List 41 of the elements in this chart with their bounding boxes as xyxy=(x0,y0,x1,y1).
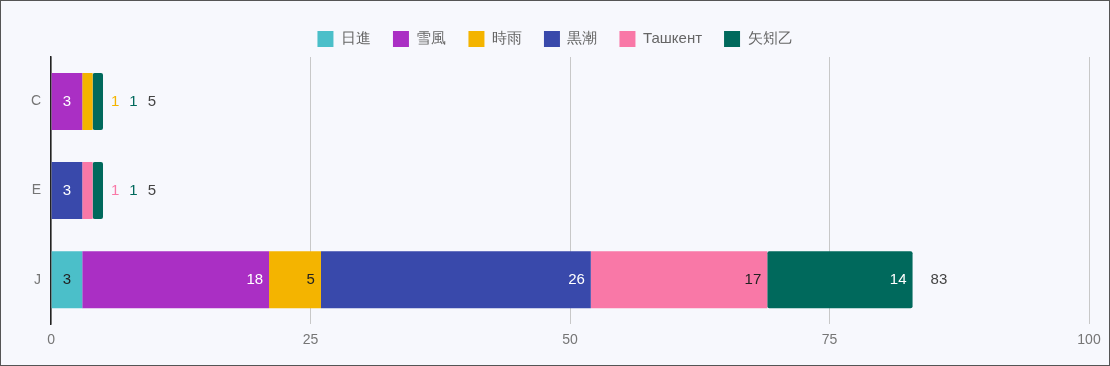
total-label: 83 xyxy=(930,269,948,287)
legend-label: 日進 xyxy=(340,29,371,47)
bar xyxy=(82,162,93,220)
legend-label: 時雨 xyxy=(491,29,522,47)
y-tick-label: J xyxy=(34,270,42,287)
data-label: 18 xyxy=(246,269,264,287)
y-tick-label: C xyxy=(30,92,42,109)
data-label: 5 xyxy=(306,269,315,287)
bar xyxy=(92,73,104,131)
bar xyxy=(320,251,591,309)
data-label: 1 xyxy=(111,180,120,198)
legend-label: 雪風 xyxy=(416,29,447,47)
data-label: 26 xyxy=(568,269,585,287)
data-label: 3 xyxy=(62,180,72,198)
bar xyxy=(51,73,83,131)
bar xyxy=(92,162,104,220)
x-tick-label: 25 xyxy=(302,331,319,348)
bar xyxy=(590,251,768,309)
x-tick-label: 75 xyxy=(821,331,838,348)
bar xyxy=(51,251,83,309)
x-tick-label: 100 xyxy=(1077,331,1101,348)
data-label: 1 xyxy=(111,91,120,109)
legend-label: 黒潮 xyxy=(567,29,598,47)
data-label: 3 xyxy=(62,91,72,109)
bar xyxy=(82,251,270,309)
bar xyxy=(51,162,83,220)
total-label: 5 xyxy=(147,91,157,109)
y-tick-label: E xyxy=(31,181,42,198)
data-label: 1 xyxy=(129,91,138,109)
bar xyxy=(269,251,321,309)
data-label: 1 xyxy=(129,180,138,198)
data-label: 3 xyxy=(62,269,72,287)
x-tick-label: 0 xyxy=(47,331,56,348)
bar xyxy=(82,73,93,131)
data-label: 14 xyxy=(889,269,907,287)
legend-label: Ташкент xyxy=(642,29,703,47)
data-label: 17 xyxy=(744,269,762,287)
bar xyxy=(767,251,913,309)
legend-label: 矢矧乙 xyxy=(747,29,793,47)
x-tick-label: 50 xyxy=(562,331,579,348)
total-label: 5 xyxy=(147,180,157,198)
